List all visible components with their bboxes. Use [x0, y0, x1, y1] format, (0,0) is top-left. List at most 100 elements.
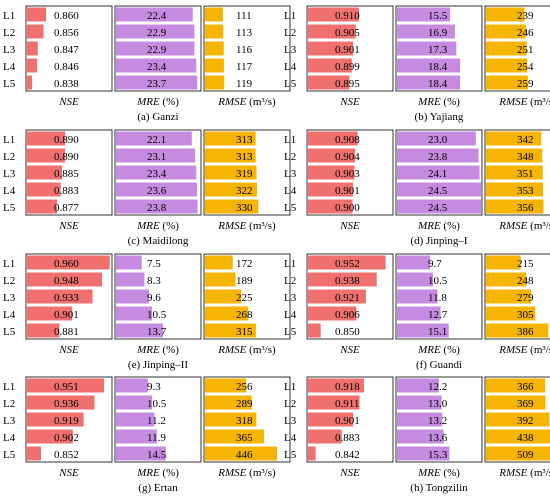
panel-title: (c) Maidilong: [128, 235, 189, 247]
data-label: 315: [236, 326, 253, 338]
bar-rmse: [486, 446, 550, 461]
data-label: 313: [236, 151, 253, 163]
bar-rmse: [486, 182, 544, 197]
row-label: L4: [284, 185, 297, 197]
panel-title: (e) Jinping–II: [128, 359, 189, 371]
bar-rmse: [205, 412, 257, 427]
data-label: 259: [517, 78, 534, 90]
data-label: 225: [236, 292, 253, 304]
bar-nse: [27, 131, 66, 146]
bar-rmse: [486, 131, 542, 146]
row-label: L1: [3, 134, 15, 146]
data-label: 24.1: [428, 168, 447, 180]
bar-nse: [308, 272, 377, 287]
row-label: L3: [3, 415, 16, 427]
bar-mre: [397, 131, 476, 146]
panel-3: L1 L2 L3 L4 L5 0.890 0.890 0.885 0.883 0.877 NSE 22…: [3, 129, 291, 247]
data-label: 0.908: [335, 134, 360, 146]
row-label: L3: [3, 168, 16, 180]
data-label: 189: [236, 275, 253, 287]
bar-nse: [308, 255, 386, 270]
bar-rmse: [486, 199, 544, 214]
bar-rmse: [486, 429, 550, 444]
bar-nse: [308, 75, 350, 90]
data-label: 22.4: [147, 10, 167, 22]
data-label: 0.860: [54, 10, 79, 22]
row-label: L1: [284, 258, 296, 270]
data-label: 113: [236, 27, 253, 39]
bar-mre: [116, 131, 192, 146]
data-label: 119: [236, 78, 253, 90]
bar-mre: [397, 182, 481, 197]
data-label: 22.1: [147, 134, 166, 146]
row-label: L2: [284, 275, 296, 287]
data-label: 0.901: [335, 415, 360, 427]
bar-rmse: [205, 182, 258, 197]
bar-nse: [27, 148, 66, 163]
data-label: 10.5: [147, 398, 167, 410]
bar-rmse: [205, 75, 225, 90]
data-label: 23.6: [147, 185, 167, 197]
row-label: L3: [284, 168, 297, 180]
row-label: L3: [284, 44, 297, 56]
bar-rmse: [486, 412, 550, 427]
bar-mre: [397, 165, 480, 180]
data-label: 11.2: [147, 415, 166, 427]
data-label: 0.899: [335, 61, 360, 73]
data-label: 11.8: [428, 292, 447, 304]
bar-mre: [116, 41, 195, 56]
cell-border: [395, 129, 483, 216]
data-label: 0.951: [54, 381, 79, 393]
metric-label: RMSE (m³/s): [498, 220, 550, 232]
row-label: L4: [284, 61, 297, 73]
bar-mre: [116, 272, 145, 287]
bar-rmse: [486, 255, 521, 270]
bar-nse: [27, 24, 44, 39]
data-label: 0.895: [335, 78, 360, 90]
bar-mre: [397, 75, 461, 90]
data-label: 318: [236, 415, 253, 427]
bar-rmse: [486, 75, 528, 90]
panel-title: (b) Yajiang: [415, 111, 464, 123]
data-label: 254: [517, 61, 534, 73]
data-label: 0.846: [54, 61, 79, 73]
bar-mre: [397, 272, 433, 287]
panel-5: L1 L2 L3 L4 L5 0.960 0.948 0.933 0.901 0.881 NSE 7.…: [3, 253, 291, 371]
bar-nse: [27, 58, 38, 73]
bar-mre: [397, 148, 479, 163]
bar-mre: [397, 7, 451, 22]
bar-rmse: [486, 58, 528, 73]
bar-mre: [116, 395, 152, 410]
row-label: L1: [3, 258, 15, 270]
bar-nse: [308, 446, 316, 461]
bar-mre: [116, 58, 197, 73]
data-label: 289: [236, 398, 253, 410]
data-label: 319: [236, 168, 253, 180]
bar-rmse: [205, 165, 257, 180]
bar-mre: [116, 323, 163, 338]
bar-rmse: [205, 272, 236, 287]
bar-nse: [27, 255, 110, 270]
data-label: 18.4: [428, 61, 448, 73]
bar-mre: [397, 429, 444, 444]
bar-mre: [116, 165, 197, 180]
bar-rmse: [205, 446, 278, 461]
data-label: 13.7: [147, 326, 167, 338]
bar-mre: [116, 75, 198, 90]
bar-rmse: [205, 131, 256, 146]
panel-6: L1 L2 L3 L4 L5 0.952 0.938 0.921 0.906 0.850 NSE 9.…: [284, 253, 550, 371]
bar-nse: [308, 7, 359, 22]
cell-border: [395, 376, 483, 463]
data-label: 0.902: [54, 432, 79, 444]
data-label: 251: [517, 44, 534, 56]
metric-label: MRE (%): [136, 96, 179, 108]
bar-nse: [27, 272, 103, 287]
data-label: 0.890: [54, 151, 79, 163]
bar-nse: [308, 199, 353, 214]
metric-label: RMSE (m³/s): [498, 96, 550, 108]
data-label: 0.852: [54, 449, 79, 461]
data-label: 0.877: [54, 202, 79, 214]
row-label: L1: [284, 134, 296, 146]
bar-mre: [116, 255, 142, 270]
